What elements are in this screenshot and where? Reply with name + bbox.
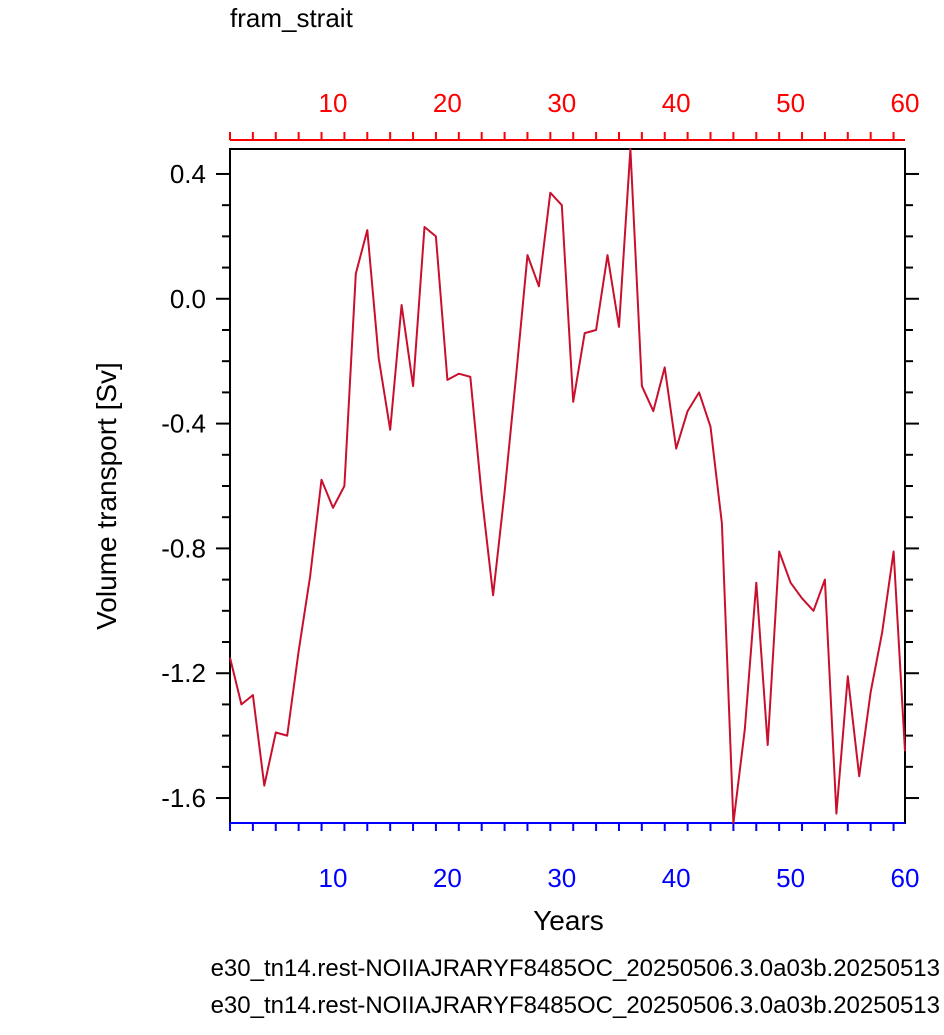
bottom-x-tick-label: 30 xyxy=(547,863,576,893)
x-axis-label: Years xyxy=(533,905,604,936)
y-tick-label: -0.8 xyxy=(161,533,206,563)
y-tick-label: -0.4 xyxy=(161,409,206,439)
legend-entry-blue: e30_tn14.rest-NOIIAJRARYF8485OC_20250506… xyxy=(210,955,940,982)
top-x-tick-label: 20 xyxy=(433,88,462,118)
y-tick-label: -1.6 xyxy=(161,783,206,813)
bottom-x-tick-label: 60 xyxy=(891,863,920,893)
bottom-x-tick-label: 50 xyxy=(776,863,805,893)
bottom-x-tick-label: 20 xyxy=(433,863,462,893)
top-x-tick-label: 50 xyxy=(776,88,805,118)
top-x-tick-label: 30 xyxy=(547,88,576,118)
top-x-tick-label: 10 xyxy=(319,88,348,118)
y-tick-label: 0.0 xyxy=(170,284,206,314)
bottom-x-tick-label: 40 xyxy=(662,863,691,893)
y-axis-label: Volume transport [Sv] xyxy=(91,362,122,630)
plot-frame xyxy=(229,148,906,824)
y-tick-label: 0.4 xyxy=(170,159,206,189)
y-tick-label: -1.2 xyxy=(161,658,206,688)
series-line-1 xyxy=(229,148,906,824)
bottom-x-tick-label: 10 xyxy=(319,863,348,893)
chart-title: fram_strait xyxy=(230,3,353,33)
top-x-tick-label: 60 xyxy=(891,88,920,118)
top-x-tick-label: 40 xyxy=(662,88,691,118)
legend-entry-red: e30_tn14.rest-NOIIAJRARYF8485OC_20250506… xyxy=(210,992,940,1019)
